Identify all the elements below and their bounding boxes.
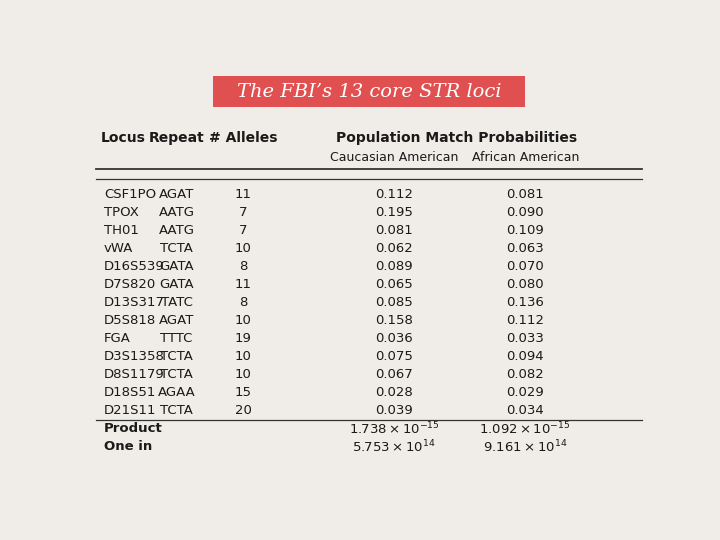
Text: 0.081: 0.081 [506,188,544,201]
Text: FGA: FGA [104,332,131,345]
Text: 0.094: 0.094 [506,350,544,363]
Text: 0.158: 0.158 [375,314,413,327]
Text: 0.081: 0.081 [375,224,413,237]
Text: TPOX: TPOX [104,206,139,219]
Text: TCTA: TCTA [160,404,193,417]
Text: D3S1358: D3S1358 [104,350,165,363]
Text: 0.067: 0.067 [375,368,413,381]
Text: D16S539: D16S539 [104,260,165,273]
Text: The FBI’s 13 core STR loci: The FBI’s 13 core STR loci [237,83,501,101]
Text: AGAA: AGAA [158,386,195,399]
Text: One in: One in [104,440,152,453]
Text: D8S1179: D8S1179 [104,368,165,381]
Text: 0.075: 0.075 [375,350,413,363]
Text: Repeat: Repeat [148,131,204,145]
Text: 0.034: 0.034 [506,404,544,417]
Text: 7: 7 [239,224,248,237]
Text: 19: 19 [235,332,252,345]
Text: 0.063: 0.063 [506,242,544,255]
Text: AGAT: AGAT [159,188,194,201]
Text: 0.112: 0.112 [506,314,544,327]
Text: 0.070: 0.070 [506,260,544,273]
Text: TCTA: TCTA [160,242,193,255]
Text: Product: Product [104,422,163,435]
Text: 0.085: 0.085 [375,296,413,309]
Text: D13S317: D13S317 [104,296,165,309]
Text: TATC: TATC [161,296,192,309]
Text: $1.092 \times 10^{-15}$: $1.092 \times 10^{-15}$ [480,420,571,437]
Text: TCTA: TCTA [160,368,193,381]
Text: GATA: GATA [159,260,194,273]
Text: 0.136: 0.136 [506,296,544,309]
Text: $9.161 \times 10^{14}$: $9.161 \times 10^{14}$ [483,438,567,455]
Text: 11: 11 [235,278,252,291]
Text: 10: 10 [235,350,252,363]
Text: 0.039: 0.039 [375,404,413,417]
Text: GATA: GATA [159,278,194,291]
Text: D7S820: D7S820 [104,278,156,291]
Text: TCTA: TCTA [160,350,193,363]
Text: $5.753 \times 10^{14}$: $5.753 \times 10^{14}$ [352,438,436,455]
Text: AATG: AATG [158,224,194,237]
Text: 10: 10 [235,314,252,327]
Text: TH01: TH01 [104,224,139,237]
Text: CSF1PO: CSF1PO [104,188,156,201]
Text: Caucasian American: Caucasian American [330,151,459,164]
Text: $1.738 \times 10^{-15}$: $1.738 \times 10^{-15}$ [348,420,439,437]
Text: 8: 8 [239,296,248,309]
Text: 7: 7 [239,206,248,219]
Text: 0.089: 0.089 [375,260,413,273]
Text: AGAT: AGAT [159,314,194,327]
Text: TTTC: TTTC [161,332,193,345]
Text: 0.112: 0.112 [375,188,413,201]
Text: African American: African American [472,151,579,164]
Text: AATG: AATG [158,206,194,219]
Text: D5S818: D5S818 [104,314,156,327]
Text: 0.062: 0.062 [375,242,413,255]
Text: # Alleles: # Alleles [210,131,278,145]
Text: 8: 8 [239,260,248,273]
Text: D18S51: D18S51 [104,386,156,399]
Text: Population Match Probabilities: Population Match Probabilities [336,131,577,145]
Text: 10: 10 [235,368,252,381]
Text: 0.036: 0.036 [375,332,413,345]
Text: 11: 11 [235,188,252,201]
Text: D21S11: D21S11 [104,404,156,417]
FancyBboxPatch shape [213,76,526,107]
Text: 0.090: 0.090 [506,206,544,219]
Text: 0.082: 0.082 [506,368,544,381]
Text: 0.080: 0.080 [506,278,544,291]
Text: 0.195: 0.195 [375,206,413,219]
Text: 0.065: 0.065 [375,278,413,291]
Text: 10: 10 [235,242,252,255]
Text: 20: 20 [235,404,252,417]
Text: 0.033: 0.033 [506,332,544,345]
Text: vWA: vWA [104,242,133,255]
Text: Locus: Locus [101,131,146,145]
Text: 0.028: 0.028 [375,386,413,399]
Text: 15: 15 [235,386,252,399]
Text: 0.029: 0.029 [506,386,544,399]
Text: 0.109: 0.109 [506,224,544,237]
